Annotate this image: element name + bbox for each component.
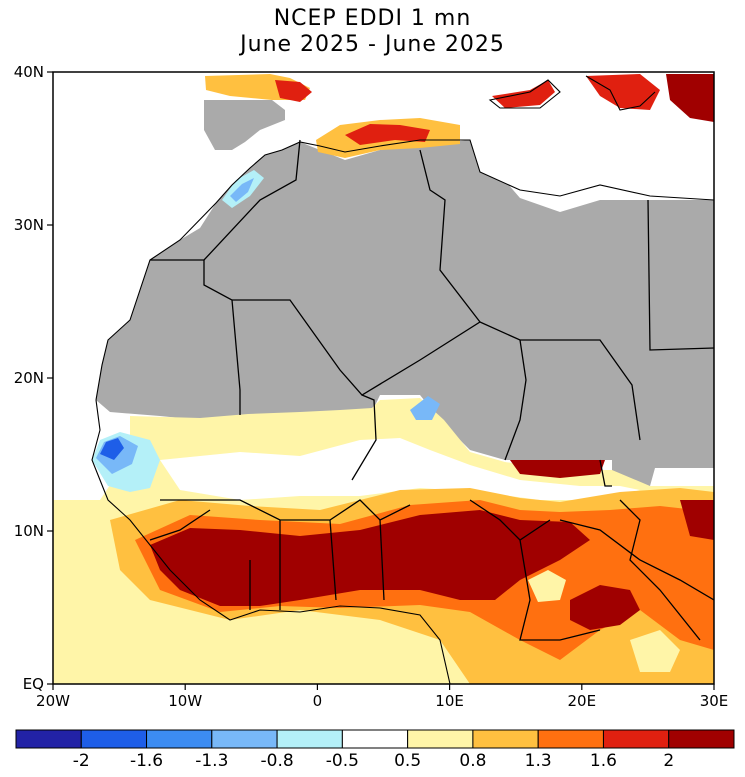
lon-tick-label: 10W <box>168 692 202 710</box>
colorbar-swatch <box>211 729 278 749</box>
colorbar-swatch <box>407 729 474 749</box>
colorbar-label: -0.8 <box>261 751 294 771</box>
aegean-extreme-dry <box>666 74 714 122</box>
colorbar-label: 1.6 <box>590 751 617 771</box>
colorbar-label: 1.3 <box>525 751 552 771</box>
country-borders <box>149 139 714 641</box>
lon-tick-label: 10E <box>435 692 464 710</box>
colorbar-label: 0.5 <box>394 751 421 771</box>
colorbar-swatch <box>276 729 343 749</box>
coastlines <box>91 75 714 684</box>
colorbar-label: 2 <box>663 751 674 771</box>
morocco-wet-core <box>230 178 254 202</box>
colorbar-label: -1.6 <box>130 751 163 771</box>
mali-wet-patch <box>410 396 440 420</box>
west-africa-extreme-dry <box>150 510 590 606</box>
colorbar-swatch <box>341 729 409 749</box>
colorbar-swatch <box>15 729 82 749</box>
map-title: NCEP EDDI 1 mn <box>273 6 472 31</box>
colorbar-swatch <box>602 729 670 749</box>
lat-tick-label: EQ <box>23 675 44 693</box>
colorbar-swatch <box>80 729 148 749</box>
lon-tick-label: 20E <box>568 692 597 710</box>
colorbar-label: -1.3 <box>195 751 228 771</box>
lat-tick-label: 40N <box>14 63 44 81</box>
colorbar-swatch <box>537 729 604 749</box>
east-africa-extreme-dry <box>680 500 714 540</box>
lon-tick-label: 0 <box>313 692 323 710</box>
sicily-dry <box>492 80 555 108</box>
colorbar-swatch <box>668 729 735 749</box>
map-field <box>53 72 714 684</box>
central-africa-extreme-dry <box>570 585 640 630</box>
north-coast-dry-core <box>345 124 430 145</box>
colorbar-label: 0.8 <box>459 751 486 771</box>
masked-land-north-strip <box>204 100 285 150</box>
colorbar-swatch <box>146 729 213 749</box>
masked-land-region <box>96 140 714 486</box>
lat-tick-label: 30N <box>14 216 44 234</box>
colorbar: -2 -1.6 -1.3 -0.8 -0.5 0.5 0.8 1.3 1.6 2 <box>15 729 735 771</box>
colorbar-label: -2 <box>73 751 90 771</box>
lat-tick-label: 10N <box>14 522 44 540</box>
colorbar-label: -0.5 <box>326 751 359 771</box>
lat-tick-label: 20N <box>14 369 44 387</box>
greece-dry <box>586 74 660 110</box>
lon-tick-label: 30E <box>700 692 729 710</box>
map-subtitle: June 2025 - June 2025 <box>240 32 505 57</box>
northwest-dry-core <box>275 80 312 102</box>
congo-normal-patch <box>630 630 680 672</box>
senegal-wet-strong <box>100 438 124 460</box>
chad-extreme-dry <box>510 460 605 478</box>
colorbar-swatch <box>472 729 539 749</box>
cameroon-normal-patch <box>528 570 566 602</box>
lon-tick-label: 20W <box>36 692 70 710</box>
sahel-normal-white-band <box>160 438 640 500</box>
